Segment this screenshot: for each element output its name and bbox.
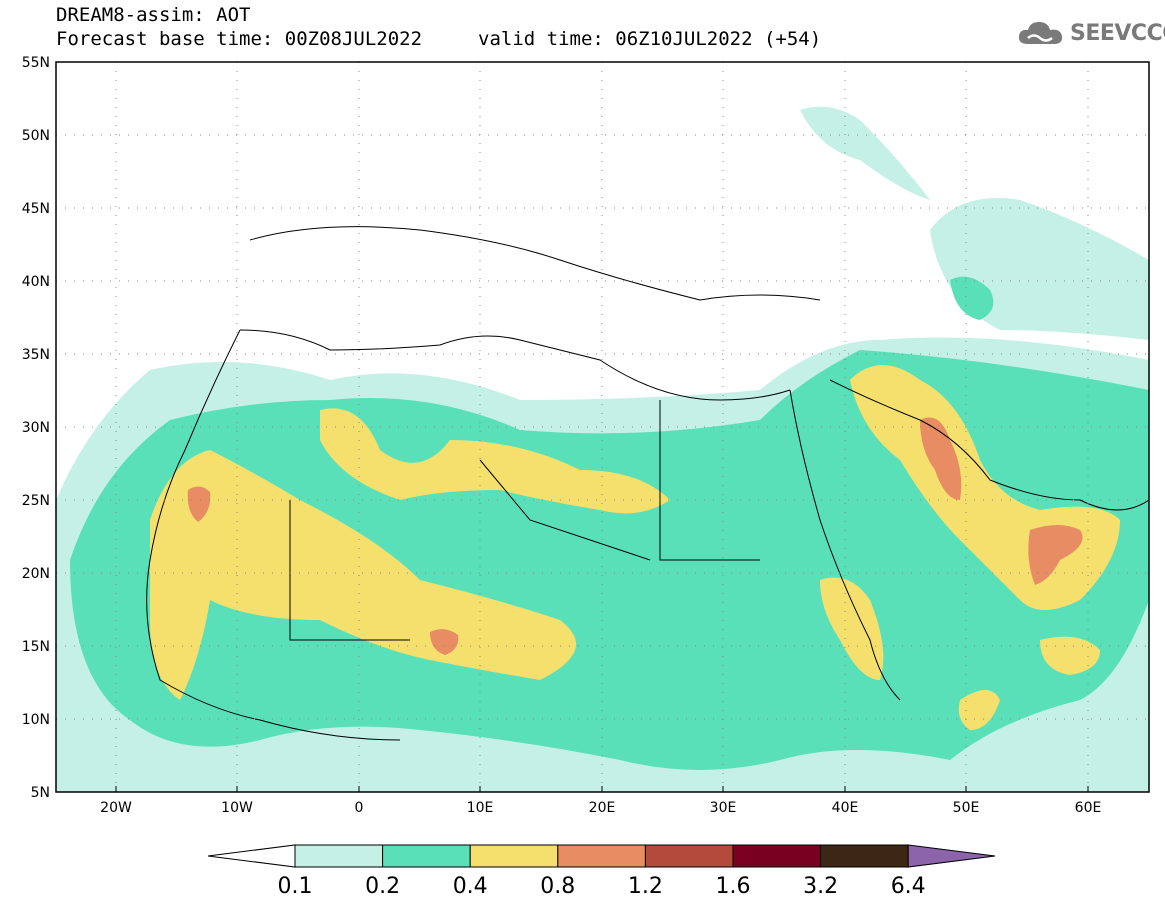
aot-contour-0.4-somalia	[958, 690, 1000, 730]
lon-tick-label: 10W	[221, 800, 253, 816]
aot-contour-0.2-caspian	[950, 276, 994, 320]
lat-tick-label: 45N	[22, 201, 50, 217]
colorbar	[207, 844, 996, 868]
axis-ticks	[115, 786, 1089, 792]
europe-coast	[249, 226, 821, 301]
border-1	[479, 459, 651, 561]
logo-text: SEEVCCC	[1070, 20, 1165, 46]
colorbar-box-5	[644, 844, 734, 868]
colorbar-label: 0.8	[540, 874, 575, 899]
lat-tick-label: 25N	[22, 493, 50, 509]
colorbar-box-7	[820, 844, 909, 868]
colorbar-over-arrow	[907, 844, 996, 868]
colorbar-label: 1.2	[628, 874, 663, 899]
aot-contour-0.8-oman	[1028, 525, 1083, 585]
lon-tick-label: 50E	[953, 800, 980, 816]
aot-field	[56, 106, 1149, 792]
colorbar-box-2	[382, 844, 471, 868]
north-africa-coast	[239, 329, 791, 401]
border-3	[289, 500, 410, 641]
colorbar-label: 1.6	[716, 874, 751, 899]
colorbar-box-3	[469, 844, 559, 868]
colorbar-under-arrow	[207, 844, 296, 868]
aot-contour-0.8-sahara	[430, 629, 459, 655]
west-africa-coast	[146, 329, 401, 741]
red-sea-coast	[789, 389, 901, 701]
lon-tick-labels: 20W 10W 0 10E 20E 30E 40E 50E 60E	[100, 800, 1101, 816]
aot-contour-0.1-north	[800, 106, 930, 200]
coastlines	[146, 226, 1149, 741]
lat-tick-labels: 55N 50N 45N 40N 35N 30N 25N 20N 15N 10N …	[22, 55, 50, 801]
lat-tick-label: 15N	[22, 639, 50, 655]
lon-tick-label: 60E	[1075, 800, 1102, 816]
forecast-base-time: Forecast base time: 00Z08JUL2022	[56, 28, 423, 50]
lat-tick-label: 50N	[22, 128, 50, 144]
arabia-coast	[829, 379, 1149, 511]
lat-tick-label: 5N	[31, 785, 50, 801]
colorbar-box-4	[557, 844, 646, 868]
aot-contour-0.8-westsahara	[187, 486, 211, 522]
colorbar-label: 3.2	[803, 874, 838, 899]
lon-tick-label: 40E	[832, 800, 859, 816]
lon-tick-label: 10E	[467, 800, 494, 816]
cloud-icon	[1018, 22, 1063, 44]
lat-tick-label: 35N	[22, 347, 50, 363]
lon-tick-label: 30E	[710, 800, 737, 816]
lat-tick-label: 55N	[22, 55, 50, 71]
border-2	[659, 400, 760, 561]
colorbar-labels: 0.1 0.2 0.4 0.8 1.2 1.6 3.2 6.4	[278, 874, 926, 899]
colorbar-label: 0.1	[278, 874, 313, 899]
lon-tick-label: 20E	[589, 800, 616, 816]
colorbar-label: 6.4	[891, 874, 926, 899]
aot-contour-0.1-caspian	[930, 198, 1149, 340]
colorbar-label: 0.4	[453, 874, 488, 899]
map-title: DREAM8-assim: AOT	[56, 4, 251, 26]
logo: SEEVCCC	[1016, 18, 1165, 48]
lon-tick-label: 20W	[100, 800, 132, 816]
colorbar-label: 0.2	[365, 874, 400, 899]
lat-tick-label: 20N	[22, 566, 50, 582]
aot-contour-0.4-central	[320, 408, 670, 514]
lat-tick-label: 30N	[22, 420, 50, 436]
aot-contour-0.4-west	[150, 450, 576, 700]
valid-time: valid time: 06Z10JUL2022 (+54)	[478, 28, 822, 50]
colorbar-box-6	[732, 844, 822, 868]
lon-tick-label: 0	[355, 800, 364, 816]
aot-contour-0.8-iraq	[920, 417, 962, 500]
colorbar-box-1	[294, 844, 384, 868]
lat-tick-label: 10N	[22, 712, 50, 728]
aot-contour-0.4-redsea	[820, 577, 884, 680]
lat-tick-label: 40N	[22, 274, 50, 290]
